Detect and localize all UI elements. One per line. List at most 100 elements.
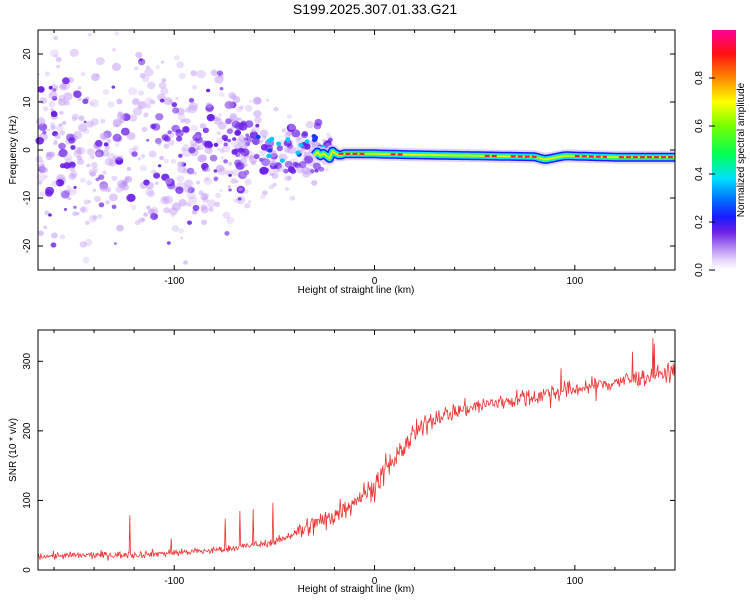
spectrogram-cell (67, 187, 77, 196)
spectrogram-cell (95, 177, 100, 182)
spectrogram-cell (88, 200, 92, 204)
spectrogram-cell (57, 98, 67, 106)
spectrogram-cell (68, 173, 77, 180)
colorbar-ticks: 0.0 0.2 0.4 0.6 0.8 (694, 71, 715, 277)
spectrogram-cell (80, 72, 86, 77)
spectrogram-cell (153, 172, 161, 179)
spectrogram-cell (190, 70, 197, 77)
spectrogram-cell (249, 100, 253, 103)
spectrogram-cell (208, 207, 214, 212)
spectrogram-cell (220, 156, 224, 160)
spectrogram-cell (151, 100, 155, 104)
spectrogram-cell (168, 139, 175, 146)
spectrogram-cell (325, 132, 331, 137)
spectrogram-cell (82, 98, 89, 105)
spectrogram-cell (216, 131, 221, 136)
spectrogram-cell (239, 157, 247, 165)
spectrogram-cell (179, 236, 184, 240)
spectrogram-cell (257, 140, 262, 145)
spectrogram-cell (259, 194, 266, 200)
spectrogram-cell (171, 202, 182, 211)
spectrogram-cell (176, 136, 183, 142)
spectrogram-ridge (309, 144, 679, 166)
spectrogram-cell (73, 90, 82, 98)
spectrogram-cell (159, 98, 165, 103)
spectrogram-cell (37, 86, 45, 93)
spectrogram-cell (182, 144, 190, 151)
spectrogram-cell (113, 124, 117, 128)
spectrogram-cell (59, 130, 65, 136)
spectrogram-cell (84, 238, 93, 247)
spectrogram-cell (298, 142, 304, 148)
spectrogram-cell (287, 145, 297, 155)
spectrogram-cell (77, 158, 85, 165)
spectrogram-cell (328, 137, 333, 143)
spectrogram-cell (58, 148, 68, 158)
spectrogram-cell (228, 173, 232, 177)
spectrogram-cell (283, 168, 289, 174)
spectrogram-cell (299, 148, 306, 154)
spectrogram-cell (139, 73, 146, 79)
spectrogram-cell (231, 118, 236, 123)
spectrogram-cell (145, 188, 154, 196)
spectrogram-cell (311, 134, 317, 139)
spectrogram-cell (200, 193, 208, 201)
spectrogram-cell (95, 57, 105, 66)
spectrogram-cell (114, 157, 124, 165)
spectrogram-cell (135, 51, 143, 59)
spectrogram-cell (131, 98, 140, 106)
spectrogram-cell (109, 193, 118, 202)
spectrogram-cell (63, 208, 68, 211)
spectrogram-cell (160, 87, 169, 95)
spectrogram-cell (213, 176, 219, 181)
spectrogram-cell (107, 152, 115, 160)
spectrogram-cell (119, 118, 125, 124)
spectrogram-cell (295, 136, 304, 145)
spectrogram-cell (245, 141, 251, 147)
spectrogram-cell (163, 207, 171, 214)
spectrogram-cell (89, 171, 96, 177)
spectrogram-cell (226, 128, 233, 134)
colorbar: 0.0 0.2 0.4 0.6 0.8 Normalized spectral ampl… (694, 30, 747, 277)
spectrogram-cell (41, 167, 49, 173)
spectrogram-cell (95, 139, 103, 147)
spectrogram-cell (273, 165, 278, 169)
spectrogram-cell (70, 145, 76, 150)
spectrogram-cell (79, 241, 87, 248)
spectrogram-cell (95, 73, 100, 77)
spectrogram-cell (222, 211, 231, 219)
spectrogram-cell (178, 199, 187, 207)
spectrogram-cell (83, 128, 90, 135)
spectrogram-cell (71, 116, 78, 122)
spectrogram-cell (67, 196, 72, 201)
spectrogram-cell (268, 184, 275, 190)
spectrogram-cell (233, 198, 238, 203)
spectrogram-cell (78, 115, 85, 121)
colorbar-gradient (712, 30, 736, 270)
spectrogram-cell (237, 147, 244, 153)
spectrogram-cell (176, 175, 185, 183)
spectrogram-cell (215, 164, 225, 173)
spectrogram-cell (269, 172, 274, 177)
spectrogram-cell (303, 151, 310, 157)
spectrogram-cell (62, 77, 70, 85)
spectrogram-ytick-label: -10 (22, 190, 33, 205)
spectrogram-ylabel: Frequency (Hz) (8, 116, 19, 185)
spectrogram-cell (73, 185, 77, 189)
spectrogram-cell (270, 160, 277, 167)
spectrogram-cell (132, 107, 143, 116)
spectrogram-cell (155, 113, 164, 121)
spectrogram-cell (223, 159, 229, 164)
spectrogram-cell (63, 153, 73, 162)
spectrogram-cell (137, 105, 143, 110)
spectrogram-cell (92, 188, 97, 192)
spectrogram-cell (61, 120, 67, 125)
spectrogram-cell (261, 158, 271, 167)
spectrogram-cell (288, 123, 296, 131)
spectrogram-cell (184, 118, 191, 124)
spectrogram-cell (50, 125, 56, 130)
spectrogram-cell (305, 120, 314, 129)
spectrogram-cell (244, 178, 252, 186)
spectrogram-cell (197, 144, 205, 151)
spectrogram-cell (207, 143, 213, 148)
